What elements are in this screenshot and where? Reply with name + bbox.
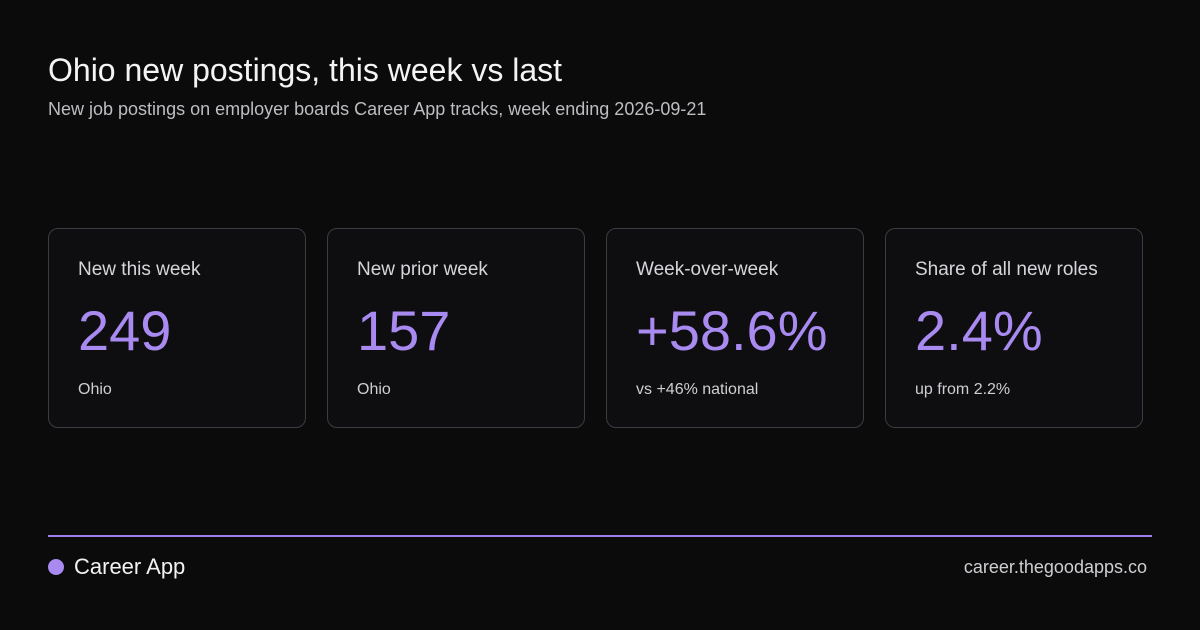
title: Ohio new postings, this week vs last <box>48 52 563 88</box>
card-note: vs +46% national <box>636 381 759 398</box>
stat-card: New prior week 157 Ohio <box>327 228 585 428</box>
card-label: New this week <box>78 259 201 280</box>
cards: New this week 249 Ohio New prior week 157 Ohi… <box>48 228 1143 428</box>
url: career.thegoodapps.co <box>963 557 1147 577</box>
card-note: Ohio <box>78 381 112 398</box>
brand-name: Career App <box>74 554 186 579</box>
card-value: 2.4% <box>915 299 1043 362</box>
card-value: 249 <box>78 299 172 362</box>
card-note: up from 2.2% <box>915 381 1011 398</box>
stat-card: New this week 249 Ohio <box>48 228 306 428</box>
card-label: New prior week <box>357 259 488 280</box>
card-value: 157 <box>357 299 451 362</box>
card-value: +58.6% <box>636 299 828 362</box>
stat-card: Week-over-week +58.6% vs +46% national <box>606 228 864 428</box>
brand: Career App <box>48 554 185 580</box>
card-note: Ohio <box>357 381 391 398</box>
stat-card: Share of all new roles 2.4% up from 2.2% <box>885 228 1143 428</box>
subtitle: New job postings on employer boards Care… <box>48 99 707 119</box>
card-label: Share of all new roles <box>915 259 1098 280</box>
brand-dot <box>48 559 64 575</box>
divider <box>48 535 1152 537</box>
card-label: Week-over-week <box>636 259 779 280</box>
